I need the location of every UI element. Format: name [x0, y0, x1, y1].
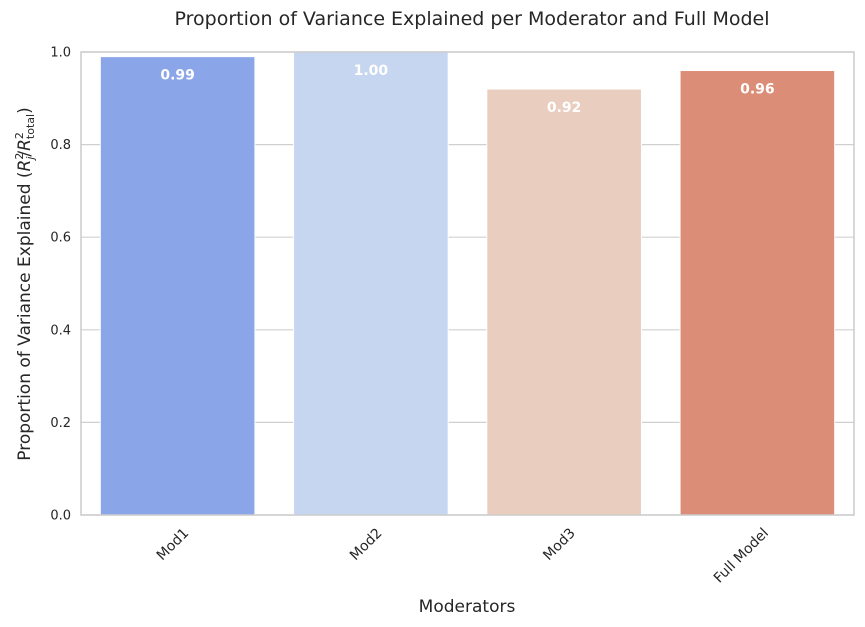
- x-tick-label: Mod3: [540, 525, 579, 564]
- x-tick-label: Full Model: [711, 525, 772, 586]
- y-axis-title: Proportion of Variance Explained (R2j/R2…: [13, 107, 37, 460]
- bar-mod2: [293, 51, 449, 516]
- bar-value-label: 0.99: [160, 68, 195, 84]
- y-tick-label: 0.2: [50, 416, 71, 431]
- axes: [80, 51, 855, 516]
- y-tick-labels: 0.0 0.2 0.4 0.6 0.8 1.0: [50, 46, 71, 524]
- x-tick-label: Mod1: [154, 525, 193, 564]
- bar-value-labels: 0.99 1.00 0.92 0.96: [160, 63, 774, 116]
- y-tick-label: 0.8: [50, 138, 71, 153]
- bar-full-model: [679, 70, 836, 516]
- x-axis-title: Moderators: [419, 597, 516, 617]
- bars: [99, 51, 836, 516]
- bar-value-label: 1.00: [354, 63, 389, 79]
- x-tick-label: Mod2: [347, 525, 386, 564]
- x-tick-labels: Mod1 Mod2 Mod3 Full Model: [154, 525, 772, 586]
- y-tick-label: 0.4: [50, 323, 71, 338]
- bar-mod3: [486, 88, 642, 516]
- bar-mod1: [99, 56, 256, 516]
- chart-title: Proportion of Variance Explained per Mod…: [175, 8, 770, 30]
- y-tick-label: 0.0: [50, 509, 71, 524]
- y-tick-label: 1.0: [50, 46, 71, 61]
- plot-frame: [80, 51, 855, 516]
- y-tick-label: 0.6: [50, 231, 71, 246]
- bar-value-label: 0.96: [740, 82, 775, 98]
- bar-value-label: 0.92: [547, 100, 582, 116]
